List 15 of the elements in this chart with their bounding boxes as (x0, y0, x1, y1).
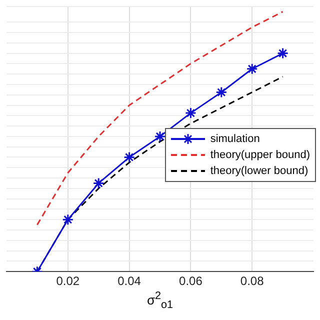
x-tick-label: 0.02 (56, 274, 80, 288)
point (62, 214, 74, 226)
point (216, 86, 228, 98)
point (92, 177, 104, 189)
point (124, 151, 136, 163)
x-tick-label: 0.08 (240, 274, 264, 288)
x-tick-label: 0.06 (179, 274, 203, 288)
x-tick-label: 0.04 (118, 274, 142, 288)
point (154, 130, 166, 142)
point (277, 48, 289, 60)
legend-label: theory(upper bound) (210, 149, 310, 161)
point (246, 63, 258, 75)
point (184, 107, 196, 119)
legend-label: simulation (210, 133, 260, 145)
legend-label: theory(lower bound) (210, 165, 308, 177)
